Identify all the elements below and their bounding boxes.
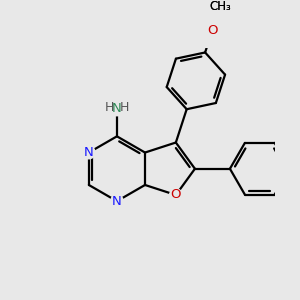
Circle shape: [82, 146, 95, 159]
Text: H: H: [120, 101, 130, 114]
Circle shape: [111, 195, 123, 207]
Text: N: N: [112, 195, 122, 208]
Circle shape: [169, 189, 182, 201]
Bar: [209, 1, 231, 12]
Text: N: N: [112, 102, 122, 115]
Text: O: O: [207, 24, 217, 38]
Circle shape: [110, 102, 124, 116]
Text: O: O: [171, 188, 181, 202]
Text: N: N: [84, 146, 94, 159]
Text: CH₃: CH₃: [209, 0, 231, 13]
Text: H: H: [104, 101, 114, 114]
Text: CH₃: CH₃: [209, 0, 231, 13]
Circle shape: [206, 25, 218, 37]
